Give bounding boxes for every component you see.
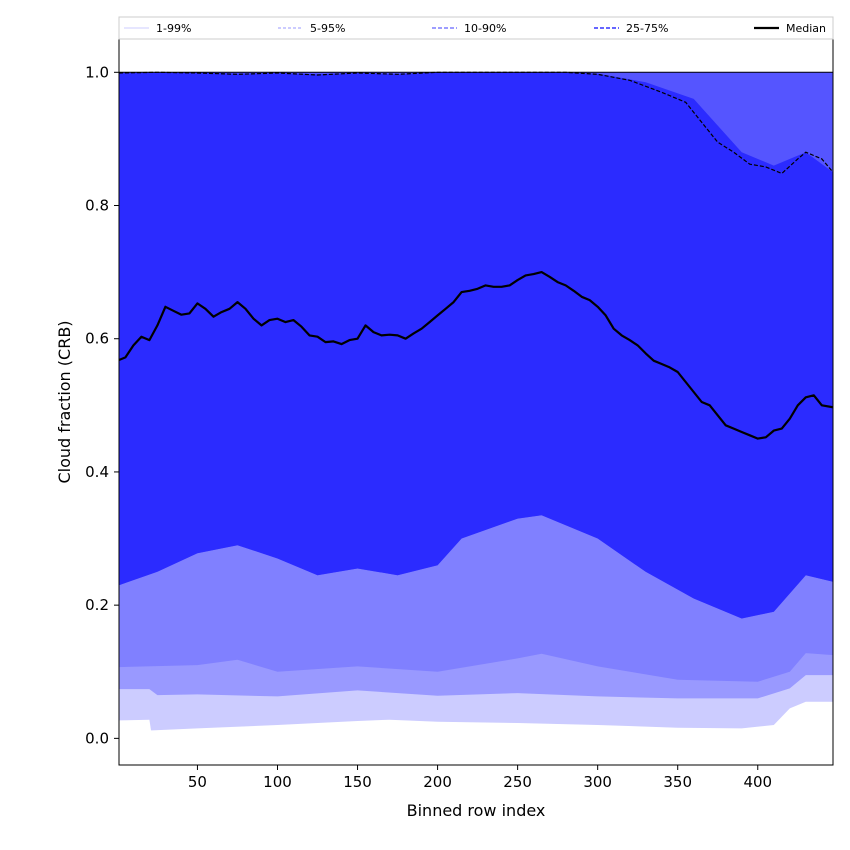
legend: 1-99% 5-95% 10-90% 25-75% Median	[118, 16, 834, 40]
y-tick-label: 0.2	[85, 596, 109, 614]
legend-box	[118, 16, 834, 40]
x-tick-label: 200	[423, 773, 452, 791]
x-tick-label: 150	[343, 773, 372, 791]
legend-label: 10-90%	[464, 22, 506, 35]
x-tick-label: 100	[263, 773, 292, 791]
median-line	[119, 271, 833, 440]
y-tick-label: 0.4	[85, 463, 109, 481]
y-axis-label: Cloud fraction (CRB)	[55, 320, 74, 483]
y-tick-label: 0.6	[85, 330, 109, 348]
upper-percentile-line	[119, 71, 833, 175]
x-tick-label: 350	[663, 773, 692, 791]
x-tick-label: 50	[188, 773, 207, 791]
bands-layer	[119, 72, 833, 731]
x-axis-label: Binned row index	[407, 801, 546, 820]
x-tick-label: 300	[583, 773, 612, 791]
legend-label: Median	[786, 22, 826, 35]
legend-label: 1-99%	[156, 22, 191, 35]
x-tick-label: 250	[503, 773, 532, 791]
lines-layer	[119, 71, 833, 440]
legend-label: 5-95%	[310, 22, 345, 35]
y-axis: 0.0 0.2 0.4 0.6 0.8 1.0	[85, 63, 119, 747]
legend-label: 25-75%	[626, 22, 668, 35]
y-tick-label: 1.0	[85, 63, 109, 81]
x-tick-label: 400	[743, 773, 772, 791]
x-axis: 50 100 150 200 250 300 350 400	[188, 765, 772, 791]
band-inner	[119, 72, 833, 619]
y-tick-label: 0.8	[85, 197, 109, 215]
y-tick-label: 0.0	[85, 729, 109, 747]
